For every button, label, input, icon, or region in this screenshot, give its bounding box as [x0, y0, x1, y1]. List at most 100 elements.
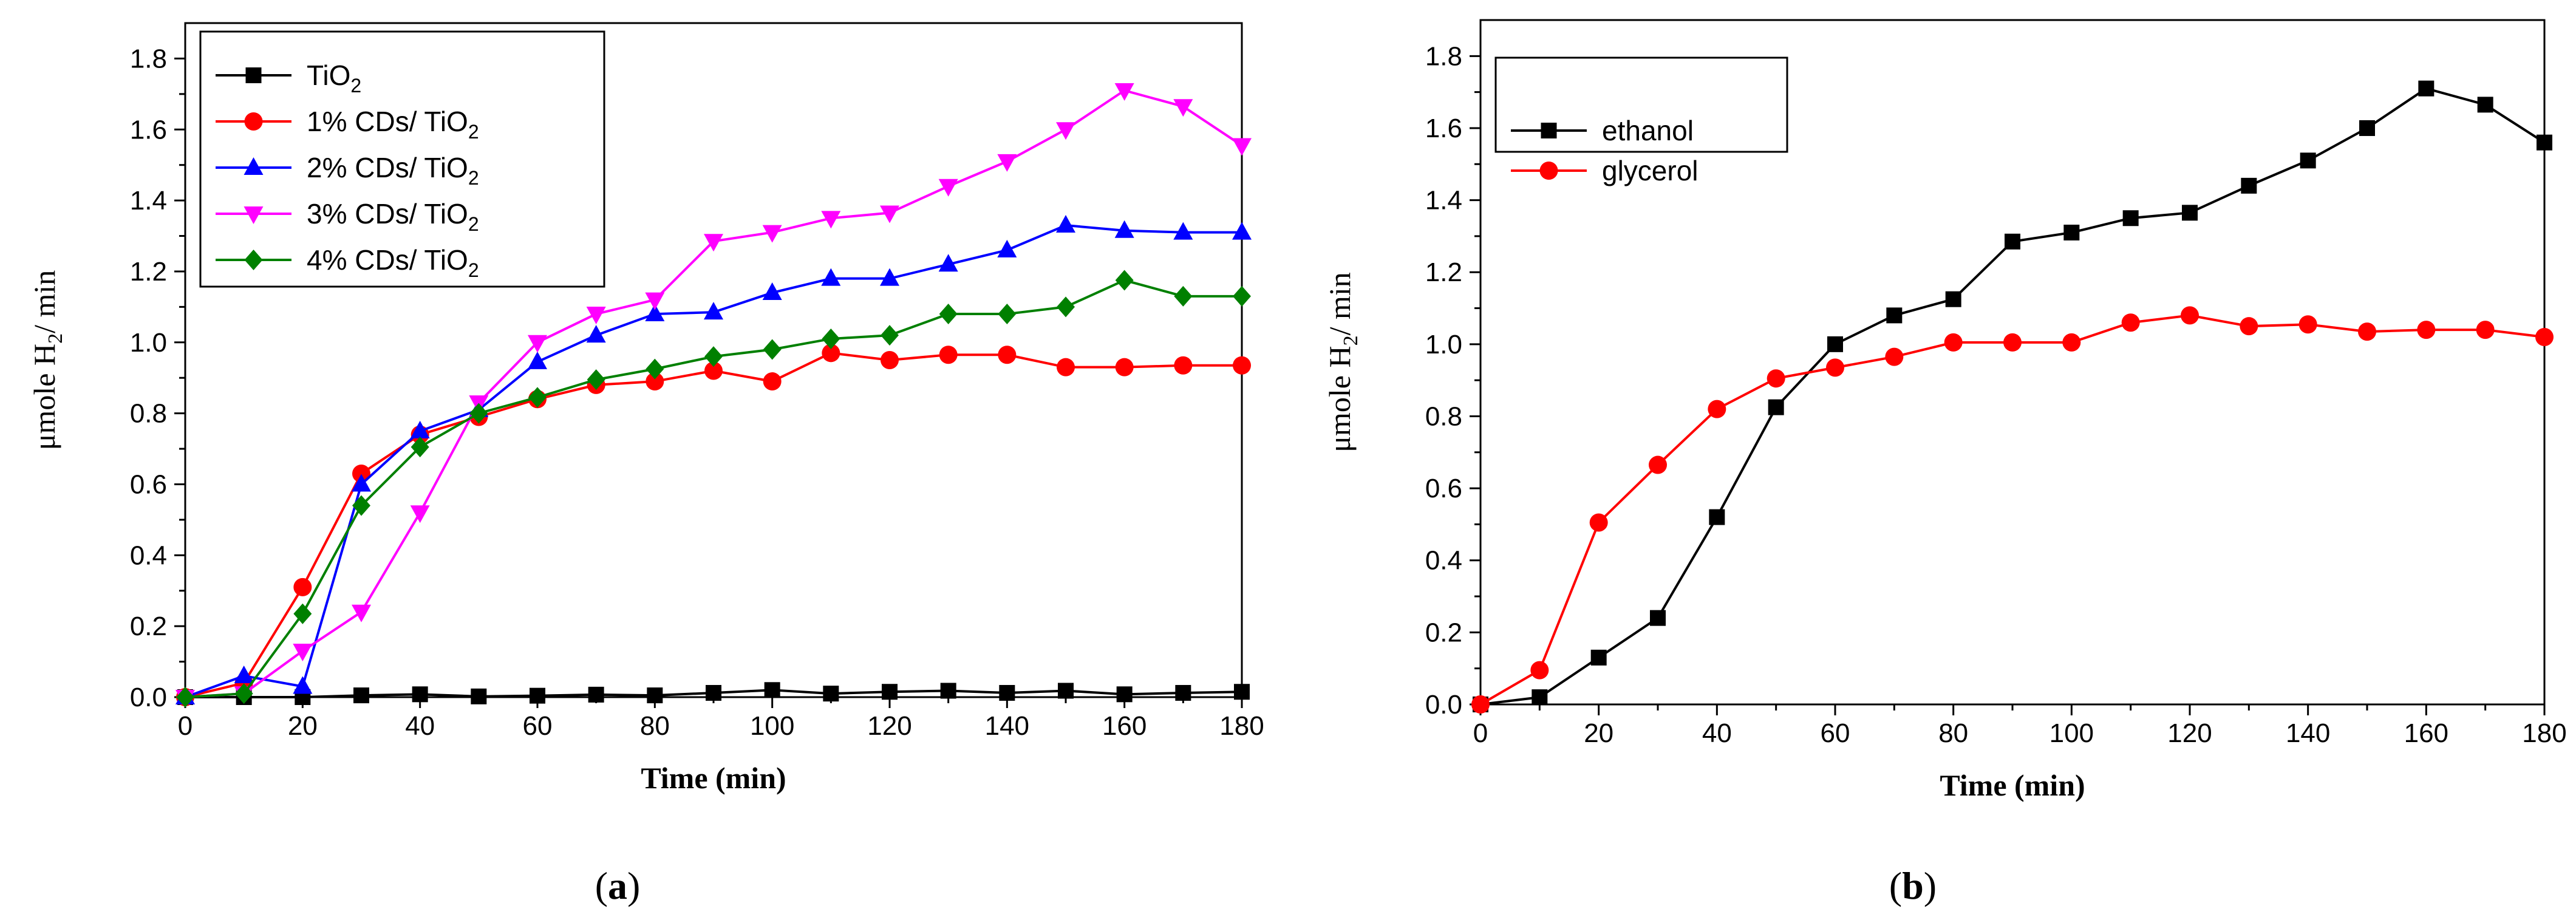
- data-point: [1768, 399, 1784, 415]
- data-point: [821, 268, 841, 286]
- data-point: [1532, 689, 1548, 706]
- data-point: [938, 254, 958, 272]
- x-tick-label: 20: [1584, 718, 1613, 748]
- data-point: [1767, 369, 1785, 388]
- x-tick-label: 140: [985, 711, 1029, 741]
- data-point: [821, 211, 841, 229]
- data-point: [939, 346, 958, 364]
- legend-label-subscript: 2: [468, 167, 479, 189]
- x-tick-label: 120: [2167, 718, 2212, 748]
- data-point: [1173, 222, 1193, 240]
- data-point: [2003, 333, 2022, 352]
- data-point: [1058, 683, 1074, 699]
- data-point: [1174, 356, 1193, 375]
- legend-label: 1% CDs/ TiO2: [307, 106, 479, 143]
- series-line: [185, 279, 1242, 698]
- data-point: [704, 234, 723, 252]
- legend-swatch-marker: [1541, 123, 1557, 138]
- series-3-cds-tio2: [175, 83, 1252, 707]
- data-point: [1709, 509, 1725, 525]
- x-tick-label: 40: [405, 711, 435, 741]
- x-tick-label: 40: [1702, 718, 1732, 748]
- y-axis-label-main: μmole H: [27, 344, 61, 450]
- legend-swatch-marker: [244, 112, 263, 131]
- data-point: [586, 307, 606, 325]
- series-tio2: [177, 682, 1250, 705]
- legend-label: 4% CDs/ TiO2: [307, 244, 479, 281]
- data-point: [1116, 686, 1133, 703]
- data-point: [881, 325, 899, 346]
- x-tick-label: 60: [1821, 718, 1850, 748]
- data-point: [2359, 120, 2375, 136]
- data-point: [2477, 97, 2493, 113]
- x-tick-label: 100: [2050, 718, 2094, 748]
- data-point: [2063, 224, 2080, 240]
- data-point: [940, 683, 956, 699]
- data-point: [2417, 321, 2436, 339]
- legend-swatch-marker: [244, 250, 263, 270]
- data-point: [880, 268, 899, 286]
- data-point: [353, 687, 369, 704]
- legend-label-main: 3% CDs/ TiO: [307, 198, 468, 230]
- y-tick-label: 1.8: [130, 44, 167, 73]
- data-point: [2300, 152, 2316, 169]
- data-point: [1530, 661, 1549, 680]
- y-tick-label: 0.2: [130, 612, 167, 641]
- data-point: [412, 686, 428, 703]
- data-point: [1590, 649, 1607, 666]
- y-axis-label: μmole H2/ min: [1323, 272, 1362, 452]
- data-point: [998, 346, 1017, 364]
- data-point: [469, 403, 488, 424]
- x-tick-label: 140: [2286, 718, 2330, 748]
- data-point: [352, 474, 371, 492]
- data-point: [646, 372, 664, 391]
- data-point: [410, 505, 430, 523]
- data-point: [1708, 400, 1726, 418]
- data-point: [939, 304, 958, 325]
- y-tick-label: 0.8: [1425, 401, 1462, 431]
- data-point: [706, 684, 721, 701]
- legend-label-subscript: 2: [468, 259, 479, 281]
- y-tick-label: 1.0: [130, 328, 167, 358]
- data-point: [998, 304, 1017, 325]
- data-point: [1115, 270, 1134, 291]
- legend-label-main: 2% CDs/ TiO: [307, 152, 468, 183]
- data-point: [2537, 134, 2552, 151]
- legend-label-main: TiO: [307, 60, 350, 91]
- y-tick-label: 1.2: [1425, 257, 1462, 287]
- data-point: [176, 687, 194, 707]
- legend-label-subscript: 2: [468, 121, 479, 143]
- data-point: [1114, 220, 1134, 238]
- data-point: [1827, 336, 1843, 352]
- legend-label: glycerol: [1602, 155, 1699, 186]
- data-point: [880, 205, 899, 223]
- data-point: [528, 387, 547, 408]
- legend-swatch-marker: [244, 157, 264, 175]
- data-point: [528, 335, 547, 353]
- legend-label-main: glycerol: [1602, 155, 1699, 186]
- data-point: [763, 372, 782, 391]
- legend-label-main: 1% CDs/ TiO: [307, 106, 468, 137]
- data-point: [822, 328, 840, 349]
- data-point: [1056, 122, 1075, 140]
- x-axis-label: Time (min): [1940, 768, 2085, 802]
- legend-swatch-marker: [244, 206, 264, 224]
- data-point: [2298, 315, 2317, 334]
- series-1-cds-tio2: [176, 344, 1251, 706]
- y-tick-label: 1.4: [130, 186, 167, 216]
- data-point: [528, 351, 547, 369]
- x-tick-label: 120: [867, 711, 911, 741]
- data-point: [763, 339, 782, 360]
- chart-panel-b: 0 20 40 60 80 100 120 140 160 180 0.0 0.2 0.4 0.6 0.8 1…: [1323, 19, 2567, 907]
- y-tick-label: 1.4: [1425, 186, 1462, 216]
- panel-caption-open: (: [595, 864, 608, 907]
- data-point: [1057, 358, 1075, 377]
- series-line: [1479, 314, 2545, 706]
- data-point: [234, 683, 253, 704]
- data-point: [1886, 307, 1903, 324]
- y-tick-label: 1.0: [1425, 330, 1462, 359]
- data-point: [762, 225, 782, 243]
- data-point: [2181, 306, 2199, 325]
- data-point: [1056, 215, 1075, 233]
- x-tick-label: 80: [640, 711, 670, 741]
